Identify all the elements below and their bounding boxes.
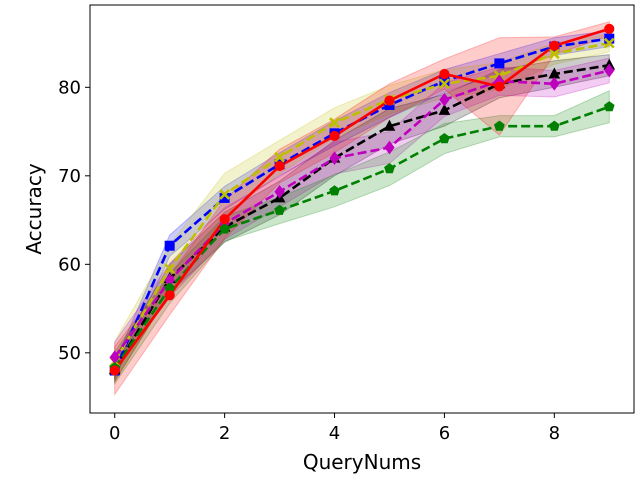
point-series-5-9 xyxy=(604,23,615,34)
y-tick-label: 60 xyxy=(58,254,81,275)
y-axis-ticks: 50 60 70 80 xyxy=(58,77,90,364)
point-series-2-5 xyxy=(383,119,396,131)
point-series-5-4 xyxy=(329,130,340,142)
point-series-0-7 xyxy=(494,58,505,69)
line-series-3 xyxy=(113,69,610,358)
point-series-5-5 xyxy=(384,95,395,106)
point-series-2-6 xyxy=(438,103,451,115)
confidence-bands xyxy=(114,21,610,397)
band-series-5 xyxy=(114,21,610,397)
x-axis-label: QueryNums xyxy=(303,450,421,474)
point-series-1-4 xyxy=(329,117,340,129)
point-series-5-1 xyxy=(164,290,175,301)
plot-frame xyxy=(89,4,635,414)
point-series-1-8 xyxy=(548,48,560,60)
x-tick-label: 2 xyxy=(219,423,230,444)
y-tick-label: 70 xyxy=(58,166,81,187)
point-series-4-4 xyxy=(329,185,340,196)
point-series-1-6 xyxy=(439,78,450,90)
point-series-4-3 xyxy=(274,204,285,215)
x-tick-label: 0 xyxy=(109,423,120,444)
y-tick-label: 50 xyxy=(58,343,81,364)
point-series-3-3 xyxy=(274,184,285,199)
point-series-3-6 xyxy=(439,92,450,107)
point-series-4-9 xyxy=(603,101,615,112)
point-series-1-3 xyxy=(274,151,285,163)
point-series-3-8 xyxy=(549,76,560,91)
point-series-3-9 xyxy=(604,63,615,78)
point-series-5-7 xyxy=(494,81,505,92)
x-tick-label: 8 xyxy=(549,423,560,444)
point-series-1-2 xyxy=(219,188,231,200)
point-series-5-6 xyxy=(439,68,450,80)
point-series-1-1 xyxy=(164,263,176,275)
point-series-4-8 xyxy=(549,120,560,131)
point-series-4-5 xyxy=(384,163,395,174)
band-series-0 xyxy=(114,30,610,380)
point-series-4-2 xyxy=(219,223,230,234)
x-tick-label: 4 xyxy=(329,423,340,444)
point-series-5-3 xyxy=(274,160,285,172)
series-markers xyxy=(108,23,616,376)
y-tick-label: 80 xyxy=(58,77,81,98)
point-series-0-1 xyxy=(164,240,175,251)
x-tick-label: 6 xyxy=(439,423,450,444)
point-series-5-0 xyxy=(109,365,120,376)
point-series-1-9 xyxy=(603,37,615,49)
point-series-3-5 xyxy=(384,140,395,155)
point-series-3-4 xyxy=(329,151,340,165)
point-series-4-6 xyxy=(439,132,450,144)
point-series-4-7 xyxy=(494,120,505,131)
band-series-3 xyxy=(114,57,610,374)
point-series-5-2 xyxy=(219,214,230,225)
band-series-4 xyxy=(114,90,610,386)
point-series-5-8 xyxy=(549,40,560,51)
series-lines xyxy=(113,27,610,372)
line-series-5 xyxy=(113,27,610,372)
y-axis-label: Accuracy xyxy=(22,163,46,254)
x-axis-ticks: 0 2 4 6 8 xyxy=(109,413,560,444)
